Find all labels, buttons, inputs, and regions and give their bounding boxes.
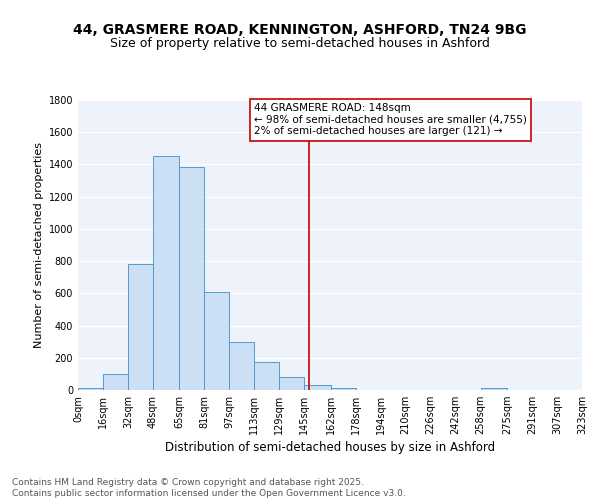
- Text: 44 GRASMERE ROAD: 148sqm
← 98% of semi-detached houses are smaller (4,755)
2% of: 44 GRASMERE ROAD: 148sqm ← 98% of semi-d…: [254, 103, 527, 136]
- Text: Contains HM Land Registry data © Crown copyright and database right 2025.
Contai: Contains HM Land Registry data © Crown c…: [12, 478, 406, 498]
- Bar: [304, 385, 331, 390]
- Bar: [481, 388, 507, 390]
- X-axis label: Distribution of semi-detached houses by size in Ashford: Distribution of semi-detached houses by …: [165, 442, 495, 454]
- Text: Size of property relative to semi-detached houses in Ashford: Size of property relative to semi-detach…: [110, 38, 490, 51]
- Bar: [179, 167, 205, 390]
- Bar: [103, 374, 128, 390]
- Bar: [153, 156, 179, 390]
- Y-axis label: Number of semi-detached properties: Number of semi-detached properties: [34, 142, 44, 348]
- Bar: [78, 388, 103, 390]
- Bar: [128, 264, 153, 390]
- Bar: [229, 342, 254, 390]
- Bar: [254, 362, 279, 390]
- Text: 44, GRASMERE ROAD, KENNINGTON, ASHFORD, TN24 9BG: 44, GRASMERE ROAD, KENNINGTON, ASHFORD, …: [73, 22, 527, 36]
- Bar: [331, 388, 356, 390]
- Bar: [205, 292, 229, 390]
- Bar: [279, 377, 304, 390]
